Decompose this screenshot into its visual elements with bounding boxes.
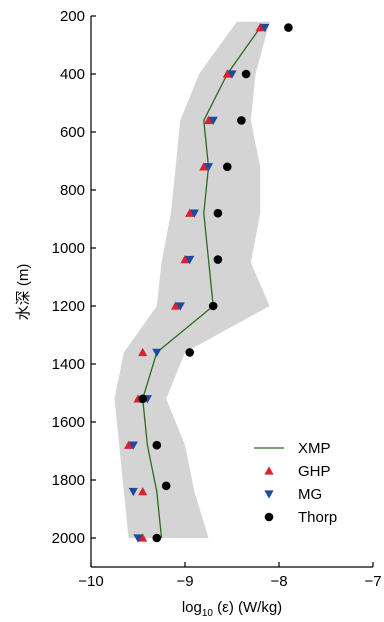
legend-label-xmp: XMP (298, 440, 331, 457)
axes: 200 400 600 800 1000 1200 1400 1600 1800 2000 −10 −… (52, 8, 382, 590)
point-ghp-0 (255, 23, 265, 32)
x-tick-label--10: −10 (78, 573, 103, 590)
point-thorp-3 (223, 162, 232, 172)
point-ghp-3 (199, 162, 209, 171)
y-tick-label-1400: 1400 (52, 356, 85, 373)
point-mg-4 (189, 209, 199, 218)
x-axis-label: log10 (ε) (W/kg) (182, 599, 282, 619)
point-thorp-2 (237, 116, 246, 125)
point-ghp-11 (138, 533, 148, 542)
point-mg-9 (128, 441, 138, 450)
point-thorp-6 (208, 301, 218, 311)
point-thorp-7 (185, 348, 194, 357)
legend-swatch-mg (264, 490, 274, 499)
legend-swatch-thorp (264, 512, 274, 522)
legend-swatch-ghp (264, 466, 274, 475)
point-thorp-11 (152, 533, 162, 543)
y-tick-label-400: 400 (60, 66, 85, 83)
point-thorp-0 (284, 23, 293, 32)
point-thorp-8 (138, 394, 147, 404)
point-ghp-9 (124, 440, 134, 449)
point-mg-3 (203, 163, 214, 172)
x-tick-label--8: −8 (270, 573, 287, 590)
point-mg-2 (208, 116, 218, 125)
legend-label-ghp: GHP (298, 463, 331, 480)
point-thorp-10 (161, 481, 171, 491)
point-ghp-4 (185, 208, 195, 217)
y-axis-label: 水深 (m) (15, 264, 32, 321)
point-mg-6 (175, 302, 185, 311)
y-tick-label-1800: 1800 (52, 472, 85, 489)
legend-label-thorp: Thorp (298, 509, 337, 526)
point-ghp-6 (171, 301, 181, 310)
y-tick-label-1600: 1600 (52, 414, 85, 431)
point-mg-0 (260, 23, 270, 33)
y-tick-label-2000: 2000 (52, 530, 85, 547)
point-mg-10 (128, 487, 138, 497)
legend-label-mg: MG (298, 486, 322, 503)
point-ghp-7 (138, 347, 148, 357)
uncertainty-band (114, 21, 270, 539)
legend: XMP GHP MG Thorp (254, 440, 337, 526)
point-thorp-5 (213, 255, 223, 264)
x-tick-label--9: −9 (176, 573, 193, 590)
point-thorp-4 (213, 208, 223, 218)
point-ghp-10 (138, 487, 148, 496)
plot-area (114, 21, 293, 543)
point-mg-5 (185, 255, 195, 265)
series-line-xmp (142, 27, 261, 539)
point-thorp-9 (152, 440, 162, 450)
x-tick-label--7: −7 (364, 573, 381, 590)
point-mg-1 (227, 70, 237, 79)
y-tick-label-600: 600 (60, 124, 85, 141)
point-ghp-1 (222, 69, 232, 78)
y-tick-label-200: 200 (60, 8, 85, 25)
y-tick-label-800: 800 (60, 182, 85, 199)
y-tick-label-1000: 1000 (52, 240, 85, 257)
point-mg-7 (152, 348, 162, 357)
y-tick-label-1200: 1200 (52, 298, 85, 315)
point-mg-11 (133, 534, 143, 543)
point-ghp-2 (203, 115, 214, 125)
point-ghp-5 (180, 255, 190, 264)
point-thorp-1 (241, 69, 251, 79)
